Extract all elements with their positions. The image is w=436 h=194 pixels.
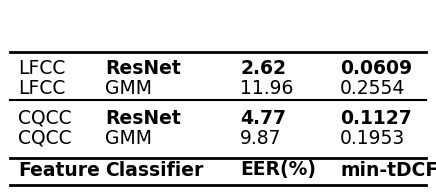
Text: 0.0609: 0.0609 (340, 59, 412, 77)
Text: 11.96: 11.96 (240, 79, 293, 98)
Text: 0.1127: 0.1127 (340, 108, 412, 127)
Text: CQCC: CQCC (18, 108, 72, 127)
Text: Classifier: Classifier (105, 160, 203, 179)
Text: LFCC: LFCC (18, 79, 65, 98)
Text: 0.1953: 0.1953 (340, 128, 405, 147)
Text: GMM: GMM (105, 79, 152, 98)
Text: LFCC: LFCC (18, 59, 65, 77)
Text: CQCC: CQCC (18, 128, 72, 147)
Text: Feature: Feature (18, 160, 100, 179)
Text: min-tDCF: min-tDCF (340, 160, 436, 179)
Text: 9.87: 9.87 (240, 128, 282, 147)
Text: 4.77: 4.77 (240, 108, 286, 127)
Text: EER(%): EER(%) (240, 160, 316, 179)
Text: 2.62: 2.62 (240, 59, 286, 77)
Text: ResNet: ResNet (105, 108, 181, 127)
Text: GMM: GMM (105, 128, 152, 147)
Text: ResNet: ResNet (105, 59, 181, 77)
Text: 0.2554: 0.2554 (340, 79, 405, 98)
